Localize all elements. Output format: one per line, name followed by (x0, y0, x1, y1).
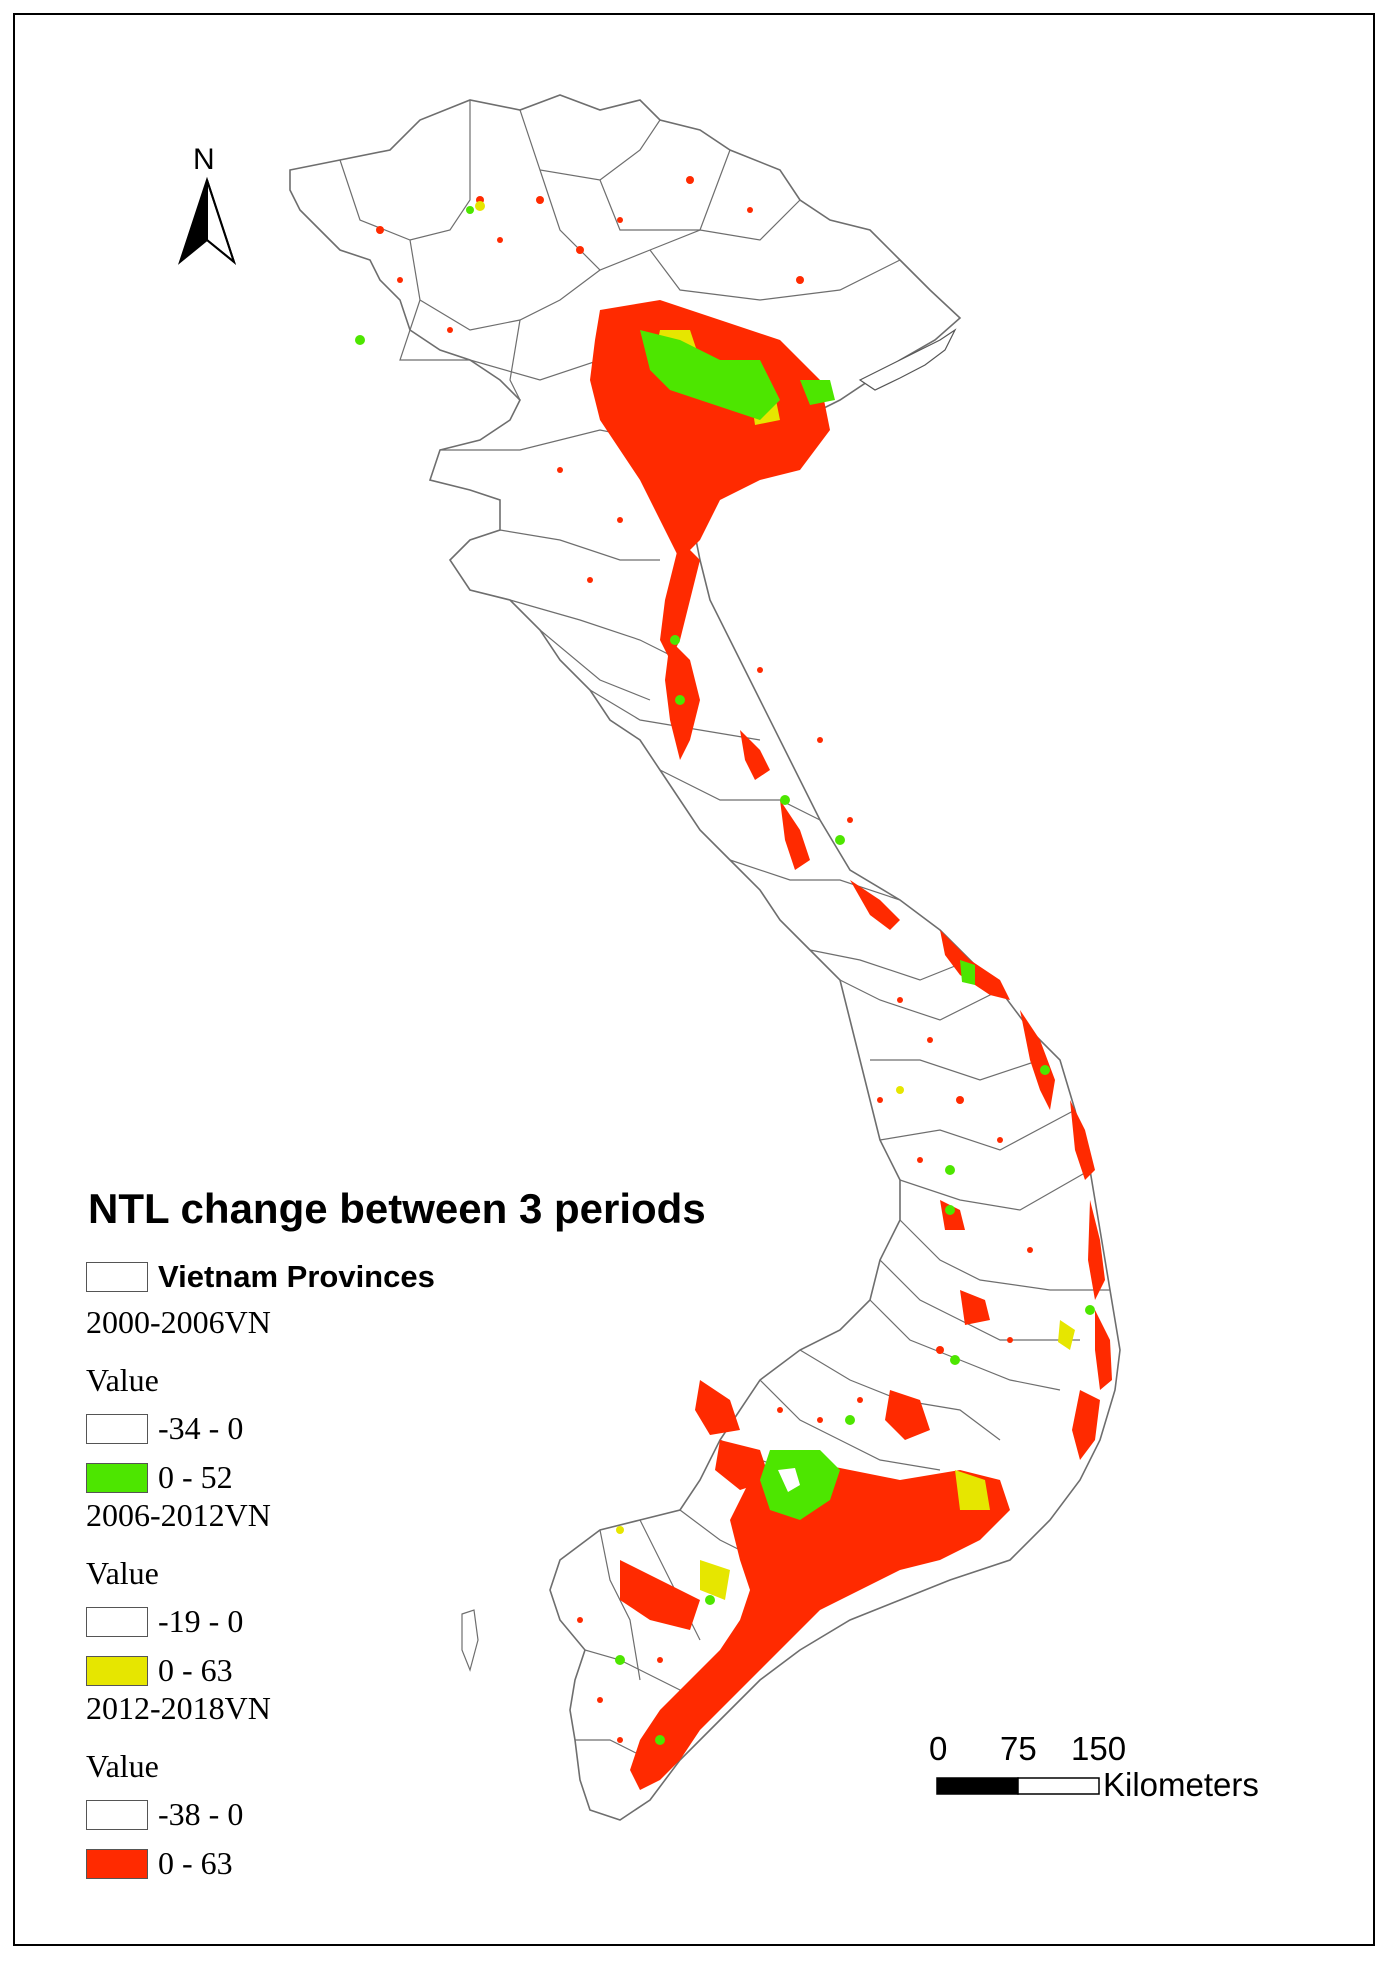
legend-swatch-g1-c1 (86, 1413, 148, 1444)
legend-row-g1-c1: -34 - 0 (86, 1410, 243, 1447)
north-label: N (193, 143, 215, 176)
legend-row-g2-c2: 0 - 63 (86, 1652, 233, 1689)
legend-swatch-g3-c1 (86, 1799, 148, 1830)
legend-row-g2-c1: -19 - 0 (86, 1603, 243, 1640)
legend-group-1-field: Value (86, 1362, 159, 1398)
phu-quoc-island (461, 1609, 479, 1672)
legend-row-g3-c2: 0 - 63 (86, 1845, 233, 1882)
ntl-red-specks (376, 176, 1033, 1743)
legend-group-3-field: Value (86, 1748, 159, 1784)
legend-label-provinces: Vietnam Provinces (158, 1259, 435, 1294)
legend-range-g3-c2: 0 - 63 (158, 1845, 233, 1881)
legend-swatch-g2-c1 (86, 1606, 148, 1637)
legend-row-g1-c2: 0 - 52 (86, 1459, 233, 1496)
scale-tick-75: 75 (1000, 1730, 1037, 1767)
scale-tick-0: 0 (929, 1730, 948, 1767)
north-arrow (177, 176, 237, 265)
legend-group-3-name: 2012-2018VN (86, 1690, 271, 1726)
province-boundaries (339, 100, 1110, 1761)
scale-unit-label: Kilometers (1103, 1766, 1259, 1803)
legend-row-g3-c1: -38 - 0 (86, 1796, 243, 1833)
legend-title: NTL change between 3 periods (88, 1185, 706, 1232)
legend-range-g2-c2: 0 - 63 (158, 1652, 233, 1688)
legend-range-g1-c2: 0 - 52 (158, 1459, 233, 1495)
legend-group-2-name: 2006-2012VN (86, 1497, 271, 1533)
legend-range-g3-c1: -38 - 0 (158, 1796, 244, 1832)
legend-swatch-g3-c2 (86, 1848, 148, 1879)
scale-bar (936, 1777, 1100, 1795)
legend-group-1-name: 2000-2006VN (86, 1304, 271, 1340)
legend-row-provinces: Vietnam Provinces (86, 1259, 435, 1295)
legend-range-g2-c1: -19 - 0 (158, 1603, 244, 1639)
hcmc-core (778, 1468, 800, 1492)
scale-tick-150: 150 (1071, 1730, 1127, 1767)
legend-swatch-provinces (86, 1262, 148, 1292)
legend-swatch-g2-c2 (86, 1655, 148, 1686)
legend-swatch-g1-c2 (86, 1462, 148, 1493)
legend-range-g1-c1: -34 - 0 (158, 1410, 244, 1446)
legend-group-2-field: Value (86, 1555, 159, 1591)
halong-islands (858, 328, 957, 391)
